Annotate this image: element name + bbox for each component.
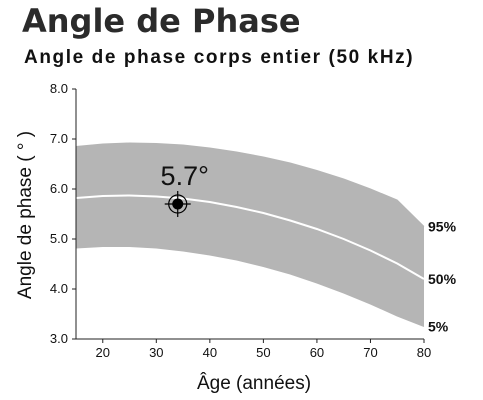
y-axis-label: Angle de phase ( ° ): [15, 131, 36, 299]
series-line-95: [75, 142, 425, 227]
y-tick-label: 8.0: [50, 81, 68, 96]
x-tick-label: 50: [256, 345, 270, 360]
chart-subtitle: Angle de phase corps entier (50 kHz): [24, 47, 415, 68]
percentile-label-95: 95%: [428, 219, 457, 235]
y-tick-label: 5.0: [50, 231, 68, 246]
percentile-band-layer: [76, 143, 424, 327]
patient-marker-dot: [172, 198, 184, 210]
patient-marker-layer: 5.7°: [161, 161, 209, 217]
x-tick-label: 40: [203, 345, 217, 360]
x-tick-label: 60: [310, 345, 324, 360]
axes: [72, 88, 425, 343]
x-tick-label: 20: [96, 345, 110, 360]
percentile-labels: 95% 50% 5%: [428, 219, 457, 335]
x-axis-label: Âge (années): [197, 372, 311, 394]
x-tick-label: 70: [363, 345, 377, 360]
y-tick-label: 4.0: [50, 281, 68, 296]
series-line-5: [75, 246, 425, 327]
patient-marker-value-label: 5.7°: [161, 161, 209, 191]
median-line-layer: [75, 142, 425, 327]
chart-title: Angle de Phase: [22, 2, 301, 40]
percentile-label-5: 5%: [428, 319, 449, 335]
y-tick-label: 6.0: [50, 181, 68, 196]
x-tick-label: 80: [417, 345, 431, 360]
series-line-50: [75, 194, 425, 280]
y-tick-label: 7.0: [50, 131, 68, 146]
tick-labels: 20 30 40 50 60 70 80 3.0 4.0 5.0 6.0 7.0 8.0: [50, 81, 431, 360]
percentile-band-5-95: [76, 143, 424, 327]
y-tick-label: 3.0: [50, 331, 68, 346]
percentile-label-50: 50%: [428, 271, 457, 287]
x-tick-label: 30: [149, 345, 163, 360]
